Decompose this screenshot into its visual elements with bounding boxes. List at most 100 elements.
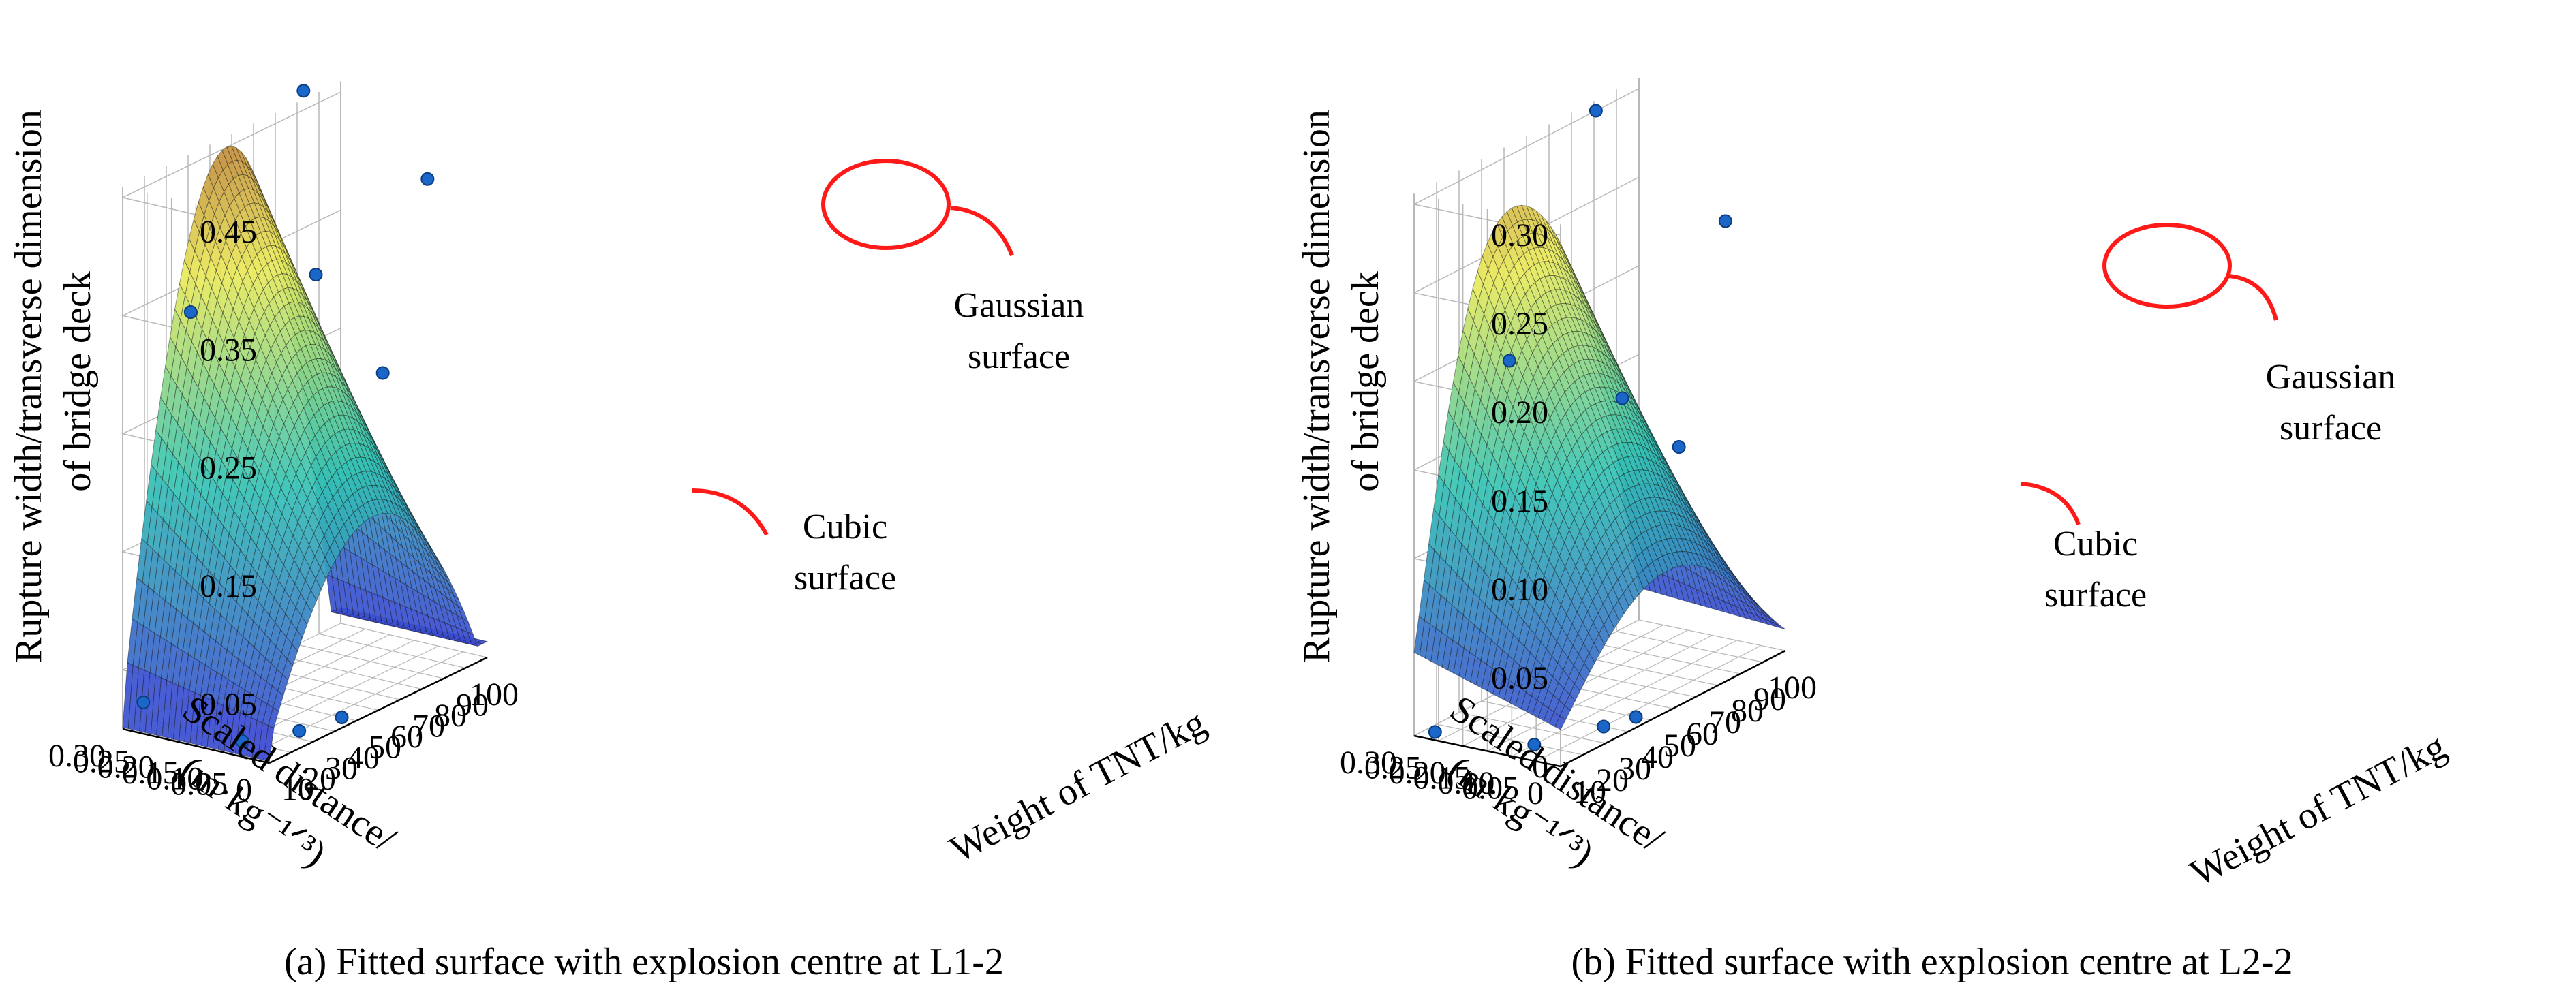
x-tick-label: 70: [1708, 704, 1741, 741]
data-point: [375, 366, 390, 380]
y-tick-label: 0.20: [97, 749, 155, 785]
gaussian-region-circle-b: [2102, 223, 2232, 309]
y-tick-label: 0.10: [146, 760, 203, 796]
cubic-annotation-b-line1: Cubic: [2053, 525, 2138, 563]
x-tick-label: 80: [1731, 693, 1764, 729]
z-tick-label: 0.10: [1491, 572, 1548, 608]
data-point: [1718, 214, 1732, 228]
x-tick-label: 100: [470, 676, 519, 713]
x-tick-label: 10: [281, 772, 314, 808]
surface-plot-b: 00.050.100.150.200.250.30102030405060708…: [1295, 78, 2453, 983]
x-axis-line: [269, 656, 488, 764]
gaussian-annotation-b-line1: Gaussian: [2266, 358, 2396, 396]
data-point: [1502, 354, 1516, 368]
x-tick-label: 30: [1619, 751, 1651, 787]
data-points-a: [136, 84, 435, 748]
gaussian-pointer-line-b: [2228, 274, 2278, 321]
grid-floor-line: [244, 651, 463, 758]
x-tick-label: 90: [456, 687, 489, 723]
data-point: [335, 711, 349, 724]
zlabel-a: Rupture width/transverse dimension of br…: [7, 100, 99, 663]
cubic-annotation-a-line1: Cubic: [803, 508, 887, 546]
y-tick-label: 0: [1527, 775, 1544, 811]
x-tick-label: 90: [1753, 681, 1786, 717]
x-tick-label: 70: [412, 709, 445, 745]
caption-b: (b) Fitted surface with explosion centre…: [1571, 941, 2293, 983]
fitted-surface-a: [122, 145, 489, 762]
gaussian-pointer-line-a: [950, 206, 1014, 257]
y-tick-label: 0.10: [1437, 765, 1494, 801]
data-point: [1615, 391, 1629, 405]
x-tick-label: 80: [434, 698, 467, 734]
y-tick-label: 0.30: [1340, 745, 1397, 781]
cubic-pointer-line-b: [2020, 482, 2081, 526]
z-tick-label: 0.05: [1491, 660, 1548, 696]
z-tick-label: 0.25: [1491, 306, 1548, 342]
tick-labels-a: 0.050.150.250.350.4510203040506070809010…: [48, 214, 519, 808]
y-tick-label: 0.25: [73, 743, 130, 779]
y-axis-line: [122, 728, 270, 764]
y-tick-label: 0.20: [1389, 755, 1446, 791]
x-tick-label: 40: [1641, 739, 1674, 775]
data-point: [1527, 738, 1542, 751]
x-axis-line: [1560, 649, 1786, 768]
x-tick-label: 50: [1663, 728, 1696, 764]
x-tick-label: 100: [1768, 670, 1817, 706]
surface-plot-a: 0.050.150.250.350.4510203040506070809010…: [7, 81, 1212, 983]
zlabel-b: Rupture width/transverse dimension of br…: [1295, 100, 1387, 663]
data-points-b: [1428, 104, 1732, 751]
y-tick-label: 0.30: [48, 738, 106, 774]
grid-floor-line: [1512, 640, 1737, 757]
data-point: [1597, 719, 1611, 734]
gaussian-region-circle-a: [821, 159, 951, 250]
data-point: [235, 734, 249, 748]
z-tick-label: 0.20: [1491, 394, 1548, 431]
x-tick-label: 60: [390, 719, 423, 755]
surface-patch: [1555, 234, 1567, 257]
gaussian-annotation-a-line2: surface: [968, 337, 1070, 376]
surface-patch: [1676, 480, 1687, 499]
data-point: [1428, 725, 1442, 739]
x-tick-label: 40: [347, 740, 380, 776]
gaussian-annotation-b-line2: surface: [2280, 409, 2382, 448]
x-tick-label: 10: [1574, 774, 1606, 810]
y-tick-label: 0.25: [1364, 750, 1422, 786]
x-tick-label: 20: [303, 761, 336, 797]
x-tick-label: 50: [369, 730, 401, 766]
surface-patch: [1768, 621, 1781, 628]
tick-labels-b: 00.050.100.150.200.250.30102030405060708…: [1340, 217, 1817, 811]
x-tick-label: 60: [1686, 716, 1719, 752]
cubic-pointer-line-a: [691, 488, 769, 536]
data-point: [296, 84, 311, 98]
z-tick-label: 0.05: [200, 686, 257, 722]
y-tick-label: 0.05: [170, 766, 228, 803]
data-point: [1629, 710, 1643, 724]
y-tick-label: 0.05: [1462, 771, 1519, 807]
surface-patch: [1691, 509, 1704, 527]
x-tick-label: 20: [1596, 762, 1629, 798]
xlabel-b: Weight of TNT/kg: [2183, 725, 2453, 894]
fitted-surface-b: [1413, 204, 1786, 730]
y-tick-label: 0.15: [122, 755, 179, 791]
surface-patch: [1718, 598, 1730, 614]
z-tick-label: 0.15: [200, 568, 257, 604]
z-tick-label: 0.30: [1491, 217, 1548, 253]
data-point: [183, 305, 198, 319]
grid-floor-line: [1535, 644, 1762, 762]
data-point: [1672, 440, 1686, 454]
surface-patch: [1734, 606, 1747, 619]
z-tick-label: 0: [1532, 749, 1548, 785]
data-point: [1589, 104, 1603, 118]
surface-patch: [1659, 450, 1671, 470]
y-tick-label: 0: [236, 772, 252, 808]
data-point: [136, 695, 151, 709]
x-tick-label: 30: [325, 751, 358, 787]
surface-patch: [1706, 593, 1719, 611]
z-tick-label: 0.35: [200, 332, 257, 368]
data-point: [309, 268, 323, 282]
surface-patch: [1775, 623, 1786, 630]
z-tick-label: 0.15: [1491, 483, 1548, 519]
y-axis-line: [1413, 734, 1561, 768]
y-tick-label: 0.15: [1413, 760, 1471, 796]
data-point: [420, 172, 435, 186]
